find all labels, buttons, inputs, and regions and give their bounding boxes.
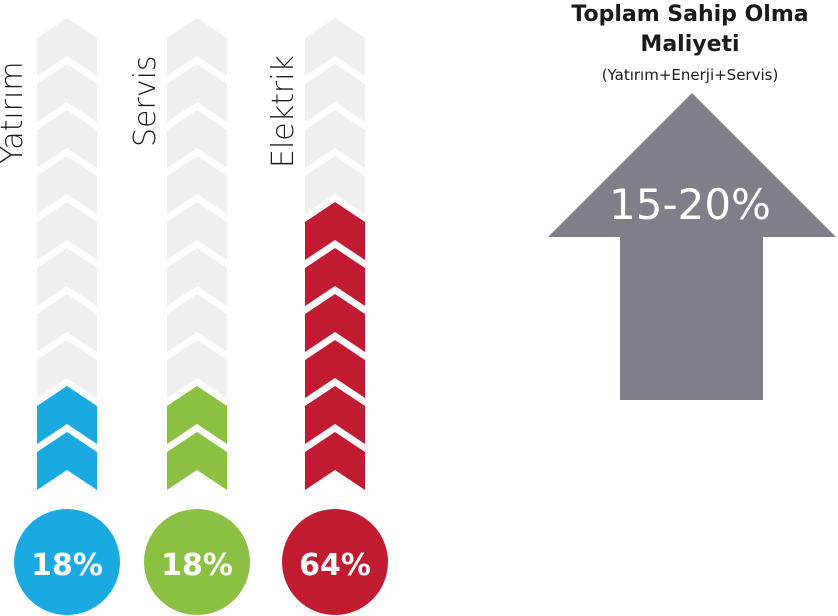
chevron-empty [305, 110, 365, 168]
chevron-empty [167, 110, 227, 168]
chevron-filled [305, 248, 365, 306]
chevron-empty [167, 248, 227, 306]
chevron-empty [167, 294, 227, 352]
chevron-empty [37, 294, 97, 352]
chevron-empty [167, 340, 227, 398]
chevron-filled [305, 432, 365, 490]
chevron-filled [305, 386, 365, 444]
value-circle [144, 509, 250, 615]
up-arrow-icon [548, 93, 836, 400]
chevron-filled [305, 340, 365, 398]
summary-value: 15-20% [609, 180, 771, 229]
chevron-empty [305, 64, 365, 122]
chevron-filled [305, 202, 365, 260]
chevron-empty [167, 156, 227, 214]
chevron-filled [305, 294, 365, 352]
summary-title-line1: Toplam Sahip Olma [571, 2, 809, 27]
chevron-empty [37, 340, 97, 398]
value-label: 64% [299, 548, 371, 583]
value-label: 18% [31, 548, 103, 583]
value-circle [282, 509, 388, 615]
chevron-empty [37, 202, 97, 260]
chevron-empty [167, 18, 227, 76]
chevron-filled [37, 432, 97, 490]
chevron-filled [167, 432, 227, 490]
chevron-empty [37, 110, 97, 168]
chevron-empty [37, 18, 97, 76]
chevron-empty [167, 64, 227, 122]
chevron-empty [167, 202, 227, 260]
chevron-empty [37, 64, 97, 122]
chevron-empty [305, 156, 365, 214]
chevron-empty [37, 156, 97, 214]
chevron-empty [305, 18, 365, 76]
summary-subtitle: (Yatırım+Enerji+Servis) [601, 66, 779, 84]
value-circle [14, 509, 120, 615]
chevron-filled [167, 386, 227, 444]
chevron-empty [37, 248, 97, 306]
summary-title-line2: Maliyeti [640, 32, 740, 57]
chevron-filled [37, 386, 97, 444]
value-label: 18% [161, 548, 233, 583]
